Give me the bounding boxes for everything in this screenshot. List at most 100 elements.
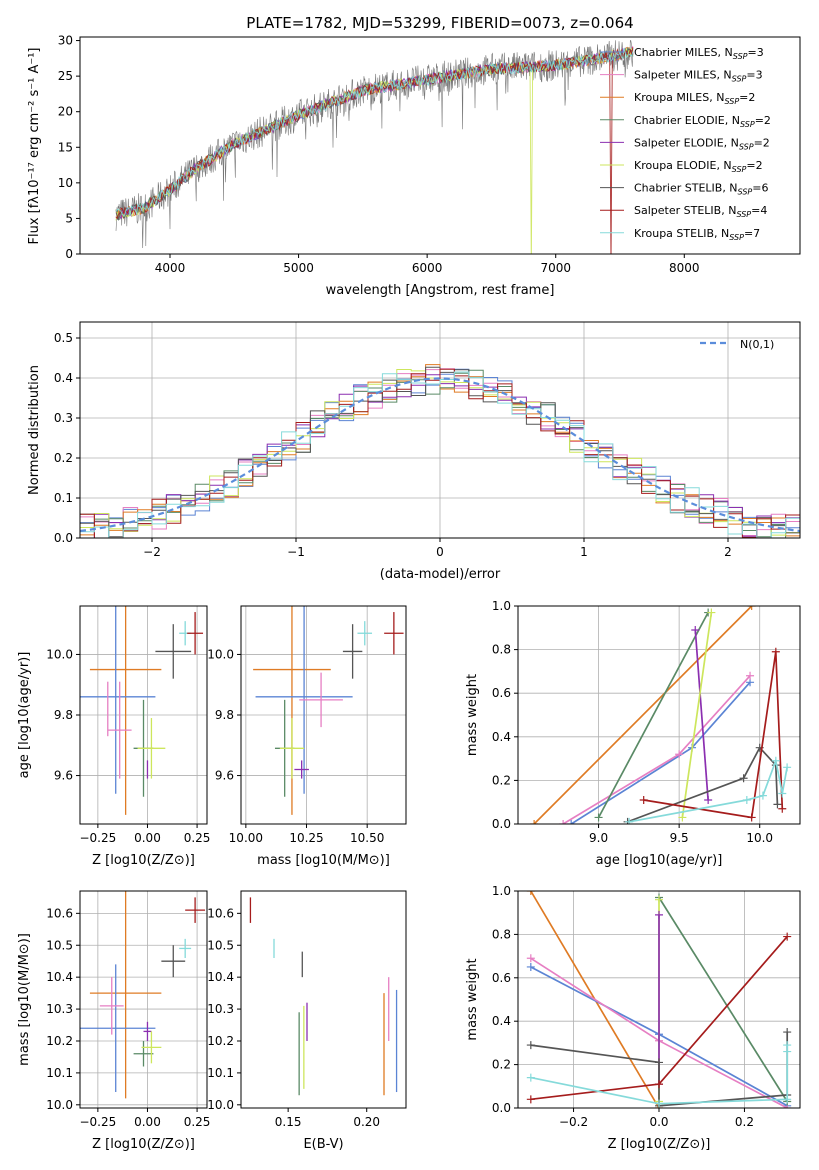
mass-vs-ebv-ytick-label: 10.1 (207, 1066, 234, 1080)
mass-vs-ebv-ytick-label: 10.6 (207, 906, 234, 920)
age-vs-Z-axes (76, 605, 208, 828)
residuals-xlabel: (data-model)/error (380, 567, 501, 582)
weight-vs-Z-marker (655, 1080, 663, 1089)
weight-vs-age-marker (675, 750, 684, 759)
weight-vs-age-xtick-label: 9.0 (589, 831, 608, 845)
weight-vs-age-marker (778, 804, 787, 813)
spectrum-ytick-label: 25 (58, 69, 73, 83)
residuals-hists (80, 364, 800, 538)
residuals-xtick-label: 1 (580, 545, 588, 559)
mass-vs-ebv-axes (237, 890, 407, 1112)
mass-vs-Z-ytick-label: 10.5 (46, 938, 73, 952)
spectrum-ytick-label: 0 (65, 247, 73, 261)
weight-vs-Z-lines (526, 891, 792, 1108)
spectrum-model-salpeter-elodie (115, 47, 634, 220)
mass-vs-ebv-points (249, 897, 398, 1096)
weight-vs-age-marker (742, 796, 751, 805)
mass-vs-ebv-ytick-label: 10.3 (207, 1002, 234, 1016)
spectrum-xlabel: wavelength [Angstrom, rest frame] (326, 283, 555, 298)
weight-vs-Z-marker (526, 954, 535, 963)
spectrum-title: PLATE=1782, MJD=53299, FIBERID=0073, z=0… (246, 14, 633, 32)
weight-vs-age-ytick-label: 0.2 (492, 773, 511, 787)
mass-vs-ebv-ytick-label: 10.0 (207, 1098, 234, 1112)
weight-vs-age-marker (691, 625, 700, 634)
age-vs-mass-points (253, 606, 404, 815)
age-vs-Z-frame (79, 605, 208, 825)
weight-vs-age-marker (594, 813, 603, 822)
mass-vs-Z-ytick-label: 10.2 (46, 1034, 73, 1048)
mass-vs-ebv-ytick-label: 10.4 (207, 970, 234, 984)
weight-vs-Z-xtick-label: 0.0 (649, 1115, 668, 1129)
weight-vs-age-marker (559, 820, 568, 824)
age-vs-Z-xtick-label: −0.25 (79, 831, 116, 845)
weight-vs-age-ytick-label: 0.6 (492, 686, 511, 700)
age-vs-Z-ytick-label: 10.0 (46, 647, 73, 661)
spectrum-xtick-label: 6000 (412, 261, 443, 275)
weight-vs-Z-marker (655, 1058, 663, 1067)
weight-vs-age-xtick-label: 10.0 (746, 831, 773, 845)
mass-vs-Z-xtick-label: 0.25 (184, 1115, 211, 1129)
residuals-ylabel: Normed distribution (27, 365, 42, 495)
spectrum-legend-entry: Salpeter STELIB, NSSP=4 (634, 204, 767, 219)
age-vs-mass-xtick-label: 10.25 (289, 831, 323, 845)
mass-vs-Z-axes (76, 890, 208, 1112)
weight-vs-age-series-salpeter-stelib (643, 651, 784, 819)
mass-vs-ebv-frame (240, 890, 407, 1109)
residuals-xtick-label: −2 (143, 545, 161, 559)
age-vs-Z-points (80, 606, 204, 815)
weight-vs-Z-marker (783, 932, 792, 941)
weight-vs-Z-marker (655, 1099, 663, 1108)
age-vs-mass-xtick-label: 10.50 (350, 831, 384, 845)
weight-vs-Z-series-chabrier-elodie (658, 897, 788, 1102)
age-vs-mass-ytick-label: 9.8 (215, 708, 234, 722)
weight-vs-age-marker (747, 606, 756, 610)
residuals-legend-label: N(0,1) (740, 338, 774, 351)
spectrum-ytick-label: 20 (58, 105, 73, 119)
weight-vs-age-axes (514, 605, 801, 828)
mass-vs-ebv-ytick-label: 10.5 (207, 938, 234, 952)
residuals-ytick-label: 0.5 (54, 331, 73, 345)
spectrum-ytick-label: 5 (65, 211, 73, 225)
mass-vs-Z-ytick-label: 10.0 (46, 1098, 73, 1112)
residuals-xtick-label: 2 (724, 545, 732, 559)
spectrum-legend-entry: Chabrier MILES, NSSP=3 (634, 46, 764, 61)
spectrum-ytick-label: 30 (58, 34, 73, 48)
age-vs-Z-xlabel: Z [log10(Z/Z⊙)] (92, 853, 195, 868)
spectrum-xtick-label: 7000 (540, 261, 571, 275)
weight-vs-age-marker (771, 756, 780, 765)
weight-vs-age-marker (758, 791, 767, 800)
weight-vs-age-series-chabrier-elodie (597, 612, 709, 818)
residuals-ytick-label: 0.0 (54, 531, 73, 545)
weight-vs-age-marker (567, 820, 576, 824)
weight-vs-Z-marker (526, 1041, 535, 1050)
weight-vs-age-ylabel: mass weight (465, 674, 480, 756)
weight-vs-age-lines (530, 606, 792, 824)
weight-vs-age-ytick-label: 0.0 (492, 817, 511, 831)
residuals-ytick-label: 0.3 (54, 411, 73, 425)
weight-vs-age-marker (771, 647, 780, 656)
weight-vs-Z-marker (526, 1095, 535, 1104)
spectrum-ytick-label: 10 (58, 176, 73, 190)
weight-vs-age-series-chabrier-stelib (627, 746, 779, 823)
spectrum-legend-entry: Kroupa STELIB, NSSP=7 (634, 227, 760, 242)
weight-vs-age-series-salpeter-elodie (694, 629, 709, 801)
weight-vs-Z-axes (514, 890, 801, 1112)
age-vs-mass-ytick-label: 9.6 (215, 769, 234, 783)
age-vs-mass-axes (237, 605, 407, 828)
mass-vs-ebv-xtick-label: 0.15 (275, 1115, 302, 1129)
spectrum-legend-entry: Kroupa MILES, NSSP=2 (634, 91, 755, 106)
weight-vs-Z-ytick-label: 0.4 (492, 1014, 511, 1028)
weight-vs-Z-marker (783, 1095, 792, 1104)
weight-vs-age-frame (517, 605, 801, 825)
weight-vs-Z-ytick-label: 1.0 (492, 884, 511, 898)
weight-vs-age-marker (747, 813, 756, 822)
mass-vs-ebv-ytick-label: 10.2 (207, 1034, 234, 1048)
residuals-xtick-label: −1 (287, 545, 305, 559)
spectrum-ytick-label: 15 (58, 140, 73, 154)
weight-vs-Z-marker (783, 1028, 792, 1037)
weight-vs-age-series-kroupa-elodie (681, 612, 713, 818)
weight-vs-age-marker (530, 820, 539, 824)
weight-vs-age-marker (739, 774, 748, 783)
spectrum-xtick-label: 8000 (669, 261, 700, 275)
